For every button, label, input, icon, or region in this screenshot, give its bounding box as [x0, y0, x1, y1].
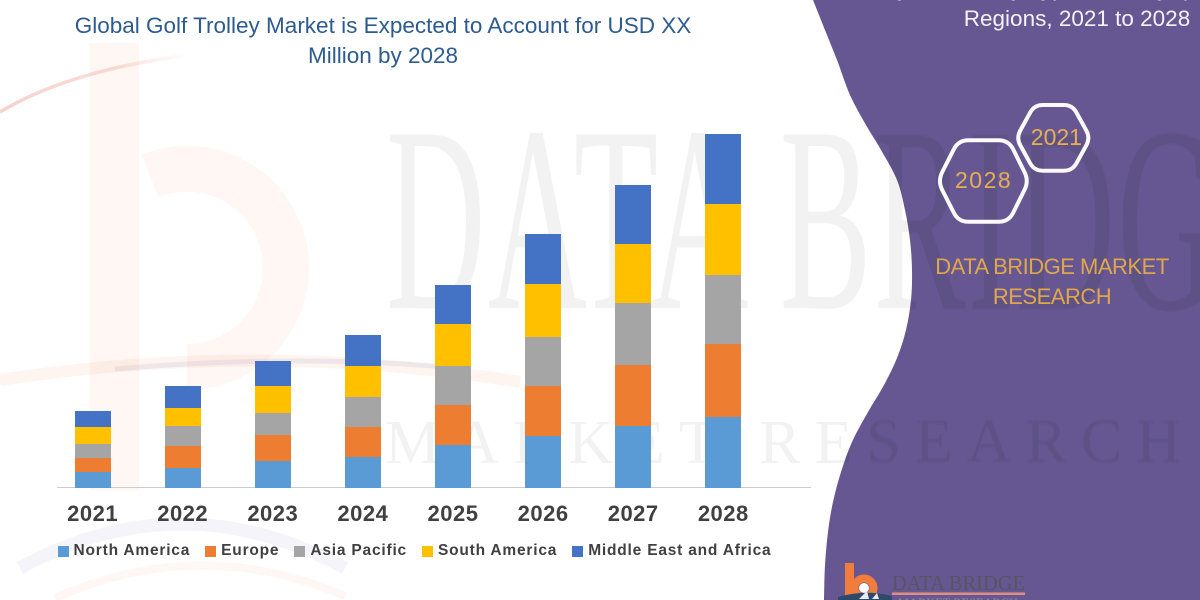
- svg-text:MARKET RESEARCH: MARKET RESEARCH: [385, 407, 1195, 475]
- svg-text:DATA BRIDGE: DATA BRIDGE: [892, 571, 1025, 595]
- svg-text:MARKET RESEARCH: MARKET RESEARCH: [898, 596, 1018, 600]
